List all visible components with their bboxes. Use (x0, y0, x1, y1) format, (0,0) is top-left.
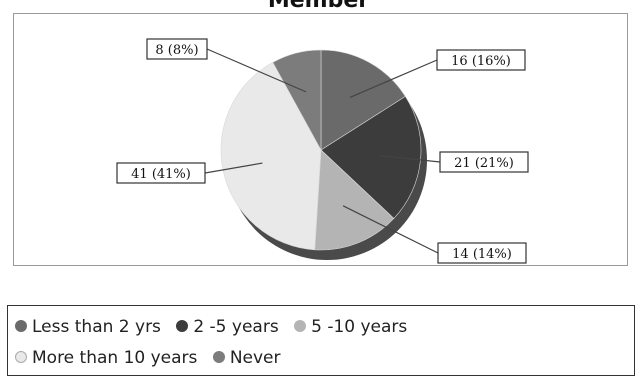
data-label-never: 8 (8%) (155, 43, 198, 58)
data-label-box-2-5-years (439, 151, 529, 173)
data-label-less-than-2-yrs: 16 (16%) (451, 54, 511, 69)
pie-slice-5-10-years (314, 149, 395, 251)
leader-line-never (206, 48, 307, 93)
legend-item-never: Never (212, 343, 281, 374)
legend-swatch-icon (15, 320, 27, 332)
legend: Less than 2 yrs 2 -5 years 5 -10 years M… (7, 305, 635, 376)
legend-item-5-10-years: 5 -10 years (294, 312, 407, 343)
legend-label: 5 -10 years (311, 317, 408, 337)
data-label-2-5-years: 21 (21%) (454, 156, 514, 171)
legend-row-1: Less than 2 yrs 2 -5 years 5 -10 years (15, 312, 628, 343)
data-label-box-more-than-10-years (116, 162, 206, 184)
data-label-box-5-10-years (437, 242, 527, 264)
pie-slice-never (272, 49, 322, 151)
legend-item-more-than-10-years: More than 10 years (15, 343, 197, 374)
chart-title: Member (267, 0, 370, 13)
legend-swatch-icon (15, 351, 27, 363)
legend-row-2: More than 10 years Never (15, 343, 628, 374)
leader-line-5-10-years (342, 205, 439, 254)
leader-line-more-than-10-years (204, 162, 263, 174)
legend-item-2-5-years: 2 -5 years (176, 312, 279, 343)
pie-slice-more-than-10-years (220, 61, 322, 251)
legend-label: Never (229, 348, 281, 368)
leader-line-less-than-2-yrs (349, 59, 438, 98)
legend-item-less-than-2-yrs: Less than 2 yrs (15, 312, 161, 343)
legend-swatch-icon (212, 351, 225, 363)
leader-line-2-5-years (380, 155, 441, 163)
legend-swatch-icon (176, 320, 189, 332)
data-label-more-than-10-years: 41 (41%) (131, 167, 191, 182)
legend-swatch-icon (294, 320, 307, 332)
legend-label: 2 -5 years (193, 317, 279, 337)
legend-label: Less than 2 yrs (32, 317, 161, 337)
data-label-box-less-than-2-yrs (436, 49, 526, 71)
pie-slice-less-than-2-yrs (320, 49, 406, 151)
legend-label: More than 10 years (32, 348, 198, 368)
data-label-5-10-years: 14 (14%) (452, 247, 512, 262)
data-label-box-never (146, 38, 208, 60)
